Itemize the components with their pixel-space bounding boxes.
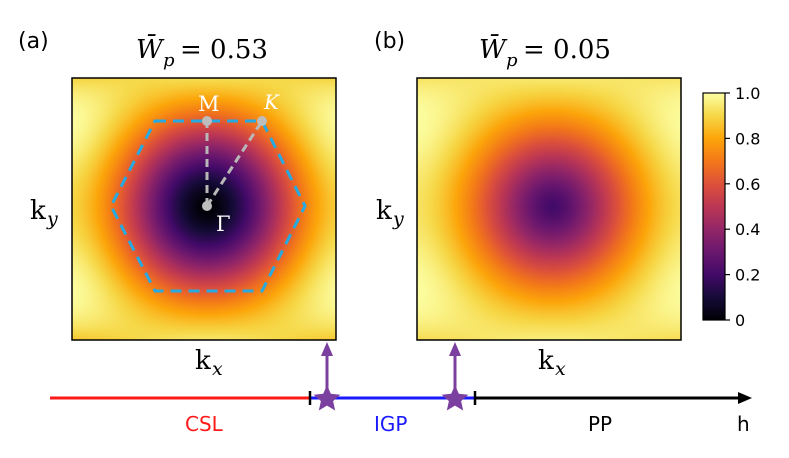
panel-b-xlabel-main: k [538,346,554,376]
marker-a [313,342,341,411]
panel-b-ylabel: k y [376,196,404,230]
panel-b-ylabel-main: k [376,196,392,226]
panel-b-heatmap [417,78,681,340]
star-marker-a [313,385,341,411]
colorbar: 0 0.2 0.4 0.6 0.8 1.0 [702,84,760,330]
panel-a-title-value: = 0.53 [180,35,268,65]
panel-b-frame [416,77,682,341]
star-marker-b [441,385,469,411]
panel-a-label: (a) [18,29,49,54]
axis-arrowhead [738,392,752,404]
panel-a-title: W̄ p = 0.53 [136,33,268,71]
panel-b-xlabel: k x [538,346,566,380]
panel-a-ylabel: k y [30,196,58,230]
colorbar-tick-label: 1.0 [735,84,760,103]
colorbar-tick-label: 0.6 [735,175,760,194]
panel-b: (b) W̄ p = 0.05 k y k x [374,29,682,380]
panel-a-ylabel-main: k [30,196,46,226]
panel-b-label: (b) [374,29,405,54]
panel-b-xlabel-sub: x [555,358,566,380]
brillouin-zone-hexagon [109,119,307,293]
point-k [257,116,267,126]
label-k: K [263,90,280,114]
label-igp: IGP [374,412,407,436]
panel-b-ylabel-sub: y [392,208,404,230]
panel-a: (a) W̄ p = 0.53 M K Γ k y k x [18,29,337,380]
panel-a-frame [71,77,337,341]
panel-b-title-symbol: W̄ [479,33,508,65]
panel-a-xlabel-main: k [195,346,211,376]
colorbar-tick-label: 0 [735,311,745,330]
label-pp: PP [588,412,612,436]
panel-b-title: W̄ p = 0.05 [479,33,611,71]
path-gamma-k [205,120,264,207]
panel-b-title-subscript: p [506,50,518,71]
colorbar-ticks: 0 0.2 0.4 0.6 0.8 1.0 [725,84,760,330]
marker-b [441,342,469,411]
point-m [202,116,212,126]
point-gamma [202,201,212,211]
panel-b-heatmap-image [417,78,681,340]
label-csl: CSL [185,412,224,436]
label-m: M [198,92,220,116]
phase-axis: CSL IGP PP h [50,342,752,436]
label-gamma: Γ [216,212,231,236]
label-h: h [737,412,750,436]
panel-a-ylabel-sub: y [46,208,58,230]
colorbar-tick-label: 0.2 [735,266,760,285]
panel-a-xlabel: k x [195,346,223,380]
panel-b-title-value: = 0.05 [523,35,611,65]
panel-a-title-symbol: W̄ [136,33,165,65]
colorbar-tick-label: 0.8 [735,129,760,148]
panel-a-title-subscript: p [163,50,175,71]
colorbar-tick-label: 0.4 [735,220,760,239]
panel-a-xlabel-sub: x [212,358,223,380]
colorbar-gradient [702,92,726,321]
